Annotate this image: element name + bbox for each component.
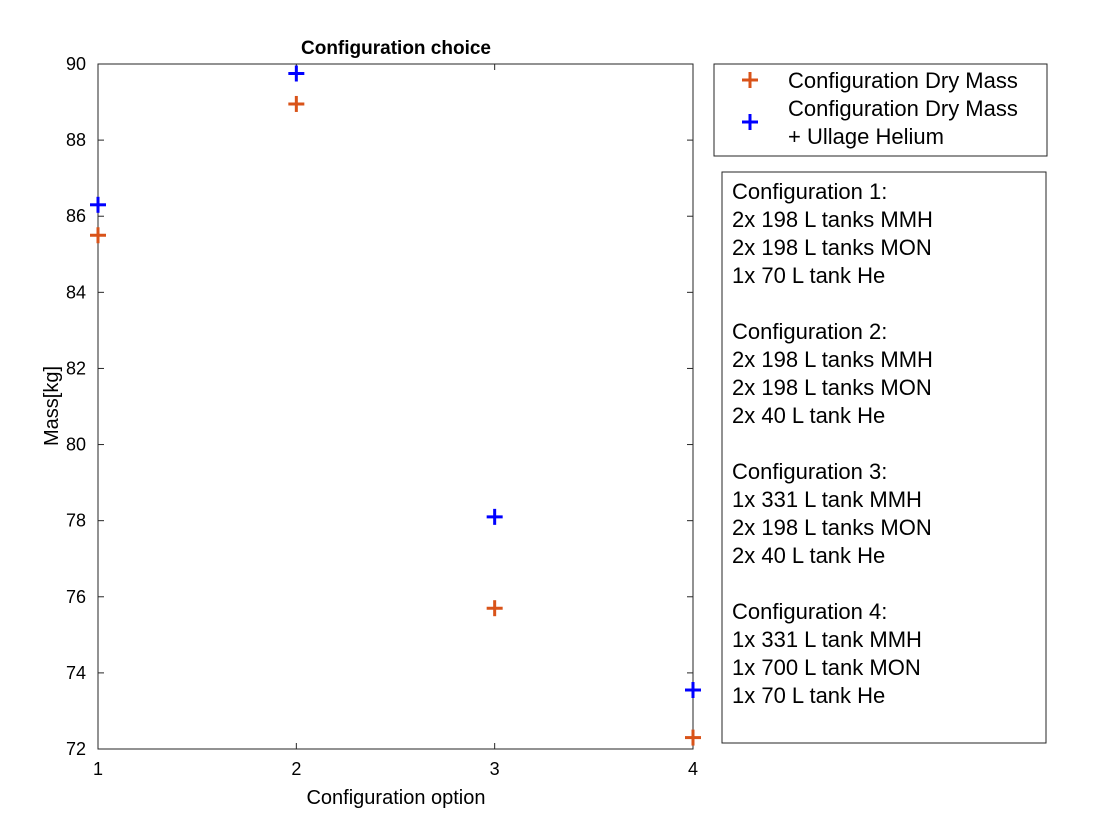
annotation-line: 1x 331 L tank MMH (732, 487, 922, 512)
legend: Configuration Dry Mass Configuration Dry … (713, 63, 1048, 157)
annotation-line: 2x 198 L tanks MON (732, 235, 932, 260)
y-tick-label: 84 (66, 282, 86, 302)
y-tick-label: 72 (66, 739, 86, 759)
x-tick-label: 1 (93, 759, 103, 779)
annotation-line: Configuration 1: (732, 179, 887, 204)
annotation-box (721, 171, 1047, 744)
y-tick-label: 80 (66, 435, 86, 455)
axis-tick-labels: 1 2 3 4 72 74 76 78 80 82 84 86 88 90 (66, 54, 698, 779)
legend-entry-2: Configuration Dry Mass (788, 96, 1018, 121)
annotation-line: 2x 40 L tank He (732, 543, 885, 568)
y-tick-label: 82 (66, 358, 86, 378)
annotation-line: 2x 198 L tanks MMH (732, 207, 933, 232)
series-1-point (486, 600, 503, 617)
x-tick-label: 3 (490, 759, 500, 779)
series-1-point (90, 227, 106, 244)
x-tick-label: 4 (688, 759, 698, 779)
series-2-point (486, 508, 503, 525)
annotation-line: 2x 40 L tank He (732, 403, 885, 428)
legend-entry-2: + Ullage Helium (788, 124, 944, 149)
annotation-line: 2x 198 L tanks MMH (732, 347, 933, 372)
plot-area (97, 63, 694, 750)
axis-ticks (97, 63, 694, 750)
y-tick-label: 88 (66, 130, 86, 150)
annotation-line: Configuration 3: (732, 459, 887, 484)
annotation-line: 2x 198 L tanks MON (732, 515, 932, 540)
series-2-point (288, 65, 305, 82)
series-2-point (685, 682, 701, 699)
annotation-line: 2x 198 L tanks MON (732, 375, 932, 400)
annotation-line: Configuration 4: (732, 599, 887, 624)
chart-title: Configuration choice (301, 38, 491, 59)
legend-entry-1: Configuration Dry Mass (788, 68, 1018, 93)
y-tick-label: 86 (66, 206, 86, 226)
y-tick-label: 76 (66, 587, 86, 607)
y-tick-label: 78 (66, 511, 86, 531)
y-axis-label: Mass[kg] (41, 366, 63, 446)
legend-marker-1 (742, 72, 758, 88)
annotation-line: 1x 70 L tank He (732, 683, 885, 708)
series-2-point (90, 196, 106, 213)
legend-marker-2 (742, 114, 758, 130)
annotation-line: 1x 700 L tank MON (732, 655, 921, 680)
annotation-line: 1x 331 L tank MMH (732, 627, 922, 652)
legend-box (713, 63, 1048, 157)
series-1-point (288, 95, 305, 112)
x-tick-label: 2 (291, 759, 301, 779)
y-tick-label: 90 (66, 54, 86, 74)
series-1-point (685, 729, 701, 746)
annotation-line: Configuration 2: (732, 319, 887, 344)
annotation-line: 1x 70 L tank He (732, 263, 885, 288)
data-points (90, 65, 701, 746)
configuration-annotation: Configuration 1: 2x 198 L tanks MMH 2x 198… (721, 171, 1047, 744)
x-axis-label: Configuration option (306, 787, 485, 809)
y-tick-label: 74 (66, 663, 86, 683)
